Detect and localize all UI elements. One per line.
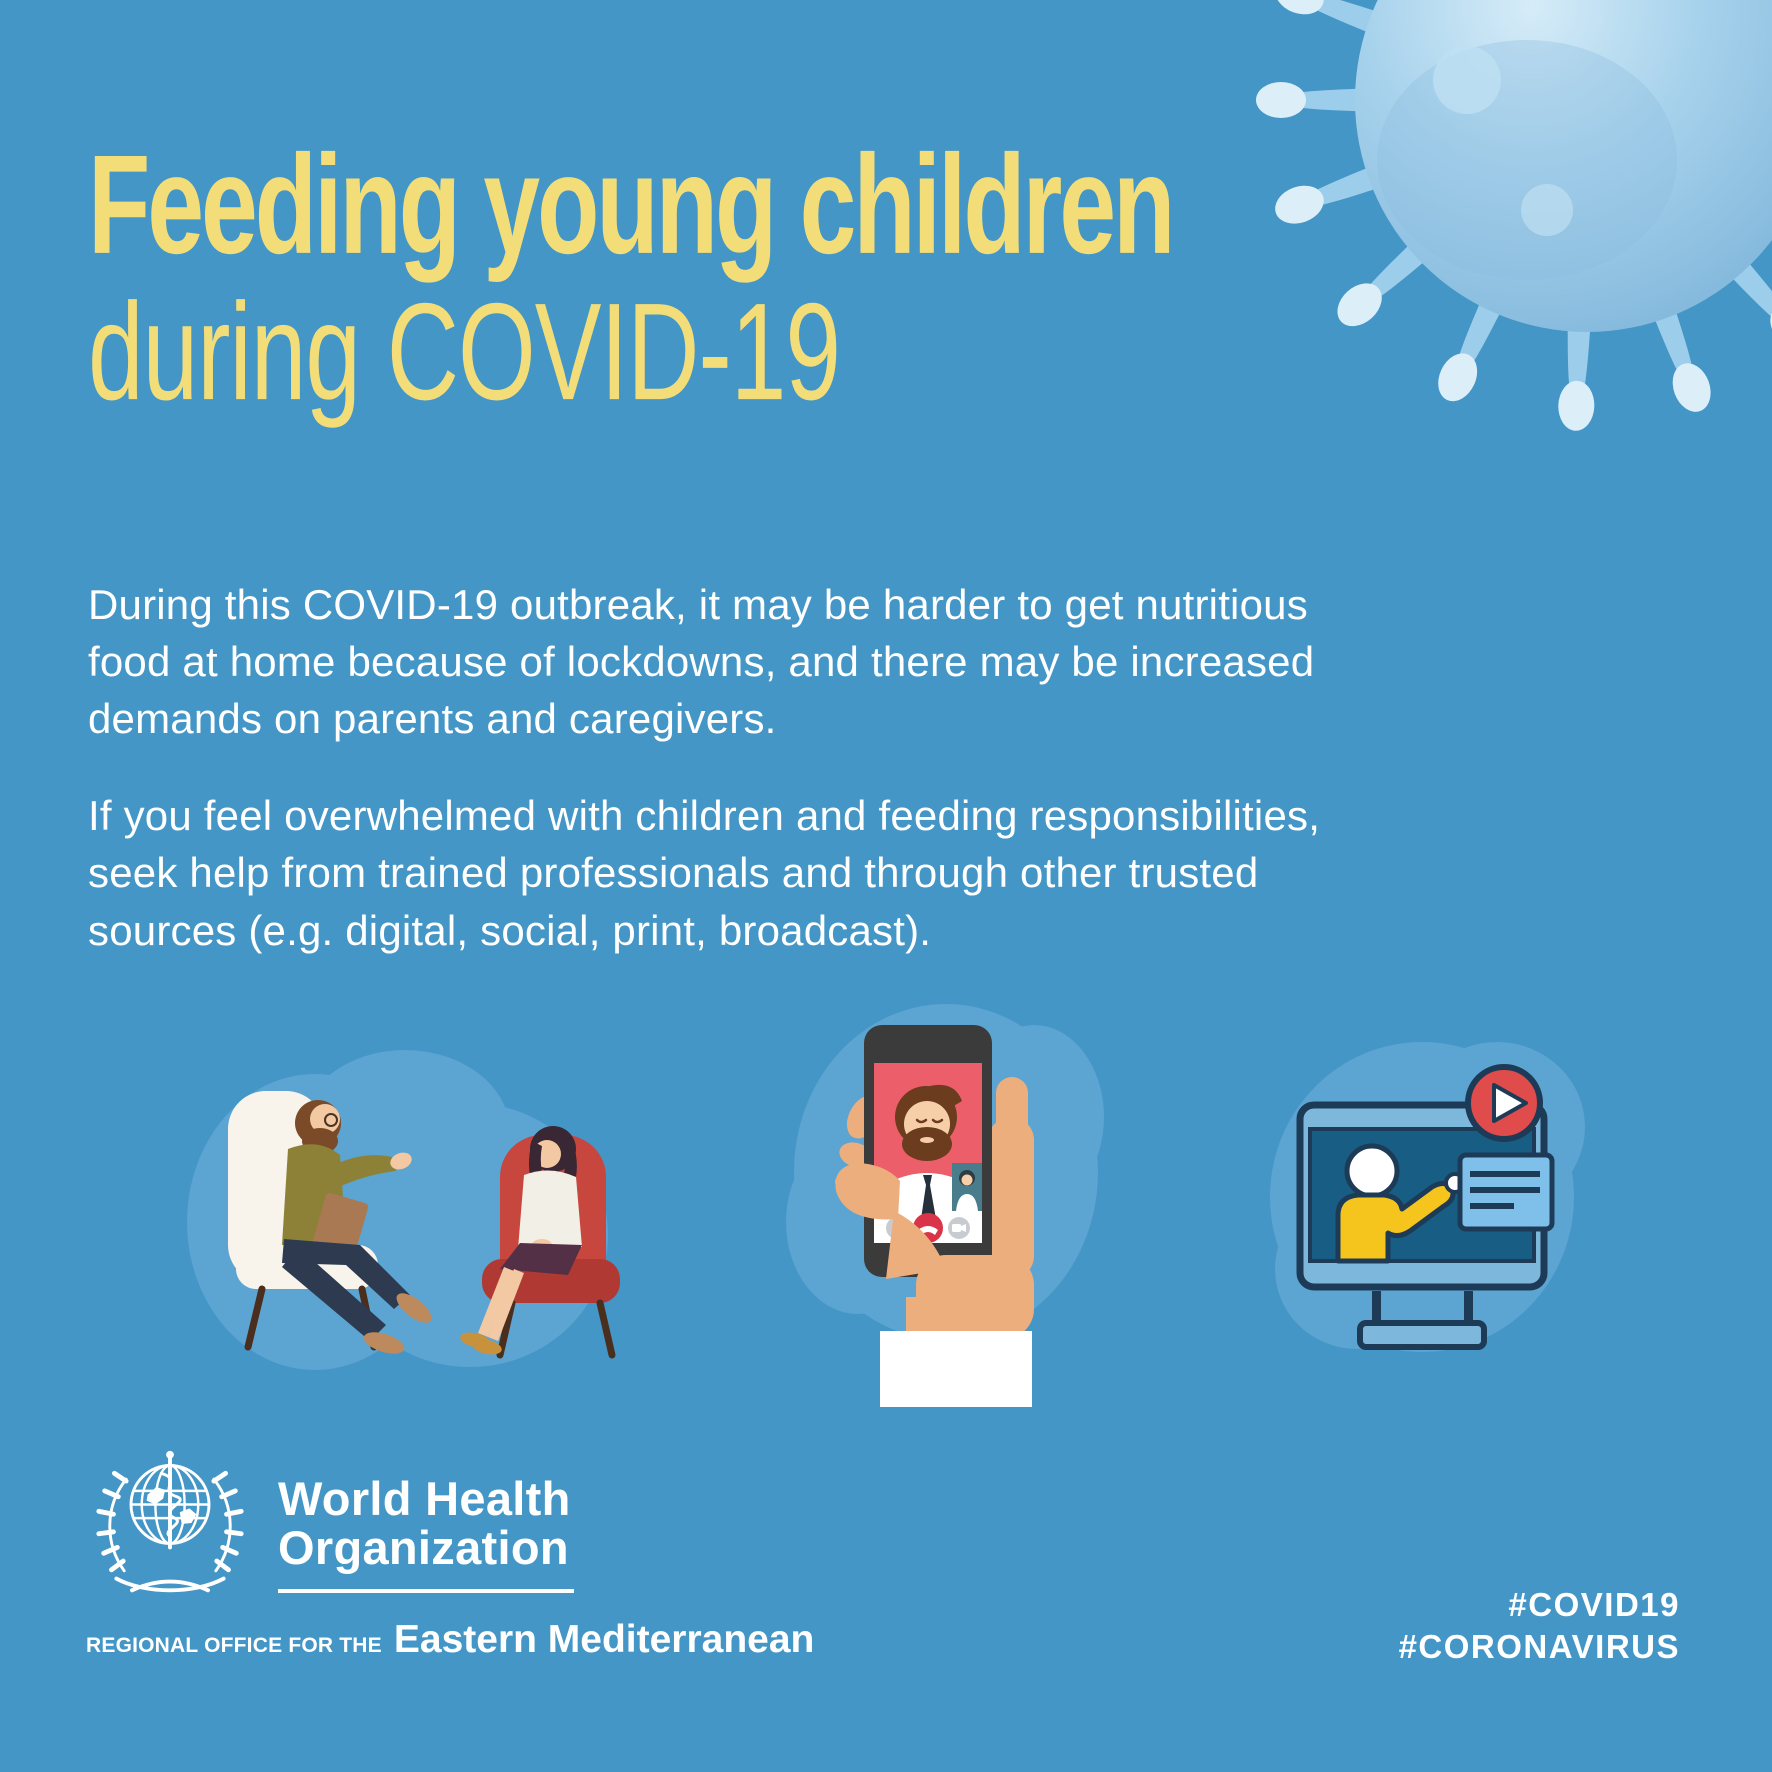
who-logo: World Health Organization REGIONAL OFFIC…	[86, 1446, 814, 1662]
who-name: World Health Organization	[278, 1446, 574, 1593]
video-call-phone-illustration	[786, 1004, 1104, 1407]
presentation-slide	[1457, 1152, 1555, 1232]
title-line-1: Feeding young children	[88, 125, 1175, 284]
regional-office-prefix: REGIONAL OFFICE FOR THE	[86, 1634, 382, 1657]
shirt-cuff	[880, 1331, 1032, 1407]
coronavirus-icon	[1256, 0, 1772, 432]
who-name-line-2: Organization	[278, 1521, 569, 1575]
body-copy: During this COVID-19 outbreak, it may be…	[88, 576, 1648, 999]
who-name-line-1: World Health	[278, 1472, 571, 1525]
regional-office-region: Eastern Mediterranean	[393, 1618, 815, 1661]
hashtag-covid19: #COVID19	[1508, 1586, 1680, 1623]
online-video-tutorial-illustration	[1270, 1042, 1585, 1352]
play-icon	[1465, 1064, 1543, 1142]
counseling-session-illustration	[187, 1050, 620, 1370]
parent-figure	[460, 1126, 620, 1359]
illustrations-row	[170, 975, 1602, 1407]
paragraph-1: During this COVID-19 outbreak, it may be…	[88, 581, 1315, 743]
hashtags: #COVID19 #CORONAVIRUS	[1399, 1584, 1680, 1668]
monitor	[1296, 1101, 1555, 1350]
paragraph-2: If you feel overwhelmed with children an…	[88, 792, 1321, 954]
hashtag-coronavirus: #CORONAVIRUS	[1398, 1628, 1680, 1666]
therapist-figure	[228, 1091, 432, 1354]
title-line-2: during COVID-19	[88, 275, 841, 430]
who-emblem-icon	[96, 1450, 244, 1593]
logo-divider	[278, 1588, 574, 1593]
self-view-thumbnail	[952, 1163, 982, 1211]
page-title: Feeding young children during COVID-19	[88, 125, 1175, 430]
